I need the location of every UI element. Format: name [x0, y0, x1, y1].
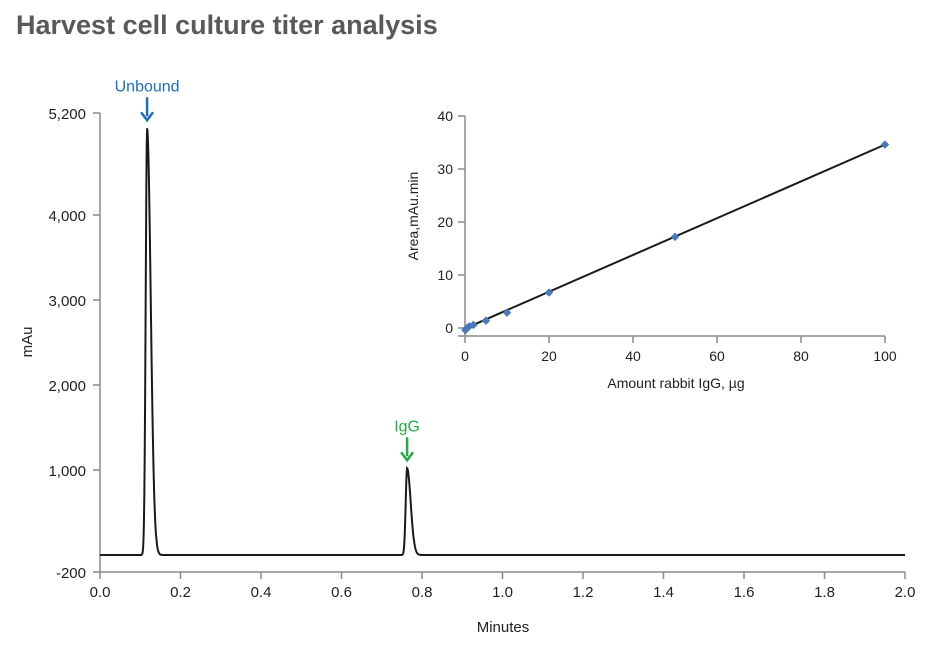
arrow-head-icon	[140, 111, 155, 123]
inset-y-axis-label: Area,mAu.min	[405, 172, 421, 261]
y-tick-label: 5,200	[48, 106, 86, 123]
y-tick-label: 1,000	[48, 463, 86, 480]
inset-y-tick-label: 20	[437, 214, 453, 230]
data-point	[670, 232, 680, 242]
data-point	[544, 288, 554, 297]
x-tick-label: 1.0	[492, 584, 513, 601]
y-tick-label: -200	[56, 565, 86, 582]
arrow-head-icon	[400, 451, 415, 463]
x-tick-label: 0.4	[251, 584, 272, 601]
x-tick-label: 1.8	[814, 584, 835, 601]
inset-x-tick-label: 60	[709, 348, 725, 364]
data-point	[502, 308, 512, 317]
data-point	[469, 320, 478, 330]
x-tick-label: 1.4	[653, 584, 674, 601]
x-axis-label: Minutes	[477, 619, 530, 636]
inset-y-tick-label: 40	[437, 108, 453, 124]
inset-x-tick-label: 80	[793, 348, 809, 364]
inset-x-tick-label: 40	[625, 348, 641, 364]
data-point	[481, 316, 491, 325]
chart-title: Harvest cell culture titer analysis	[16, 10, 438, 40]
data-point	[880, 140, 890, 149]
inset-y-tick-label: 0	[445, 320, 453, 336]
y-tick-label: 2,000	[48, 378, 86, 395]
inset-x-tick-label: 20	[541, 348, 557, 364]
x-tick-label: 2.0	[895, 584, 916, 601]
peak-label-unbound: Unbound	[115, 78, 180, 95]
inset-x-axis-label: Amount rabbit IgG, µg	[607, 375, 744, 391]
inset-x-tick-label: 0	[461, 348, 469, 364]
x-tick-label: 1.6	[734, 584, 755, 601]
inset-y-tick-label: 10	[437, 267, 453, 283]
inset-x-tick-label: 100	[873, 348, 897, 364]
chromatogram-trace	[100, 128, 905, 556]
peak-label-igg: IgG	[394, 418, 420, 435]
inset-y-tick-label: 30	[437, 161, 453, 177]
x-tick-label: 0.8	[412, 584, 433, 601]
x-tick-label: 1.2	[573, 584, 594, 601]
y-axis-label: mAu	[19, 327, 36, 358]
y-tick-label: 4,000	[48, 208, 86, 225]
x-tick-label: 0.0	[90, 584, 111, 601]
x-tick-label: 0.6	[331, 584, 352, 601]
y-tick-label: 3,000	[48, 293, 86, 310]
x-tick-label: 0.2	[170, 584, 191, 601]
